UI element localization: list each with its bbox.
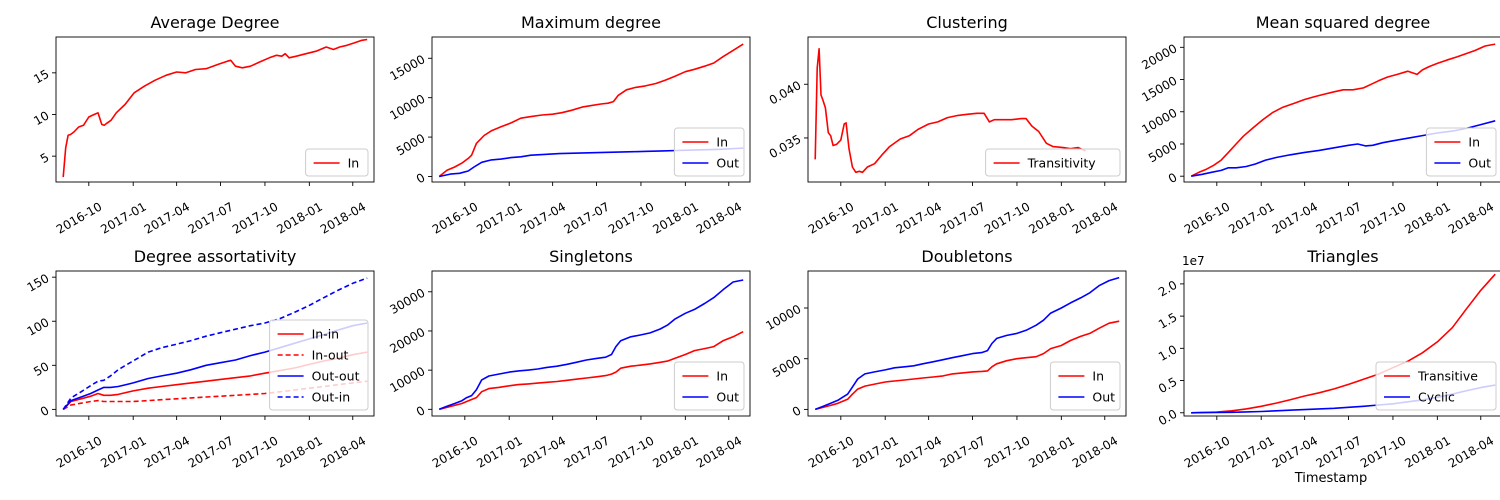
y-tick-label: 10 — [31, 108, 51, 128]
legend-label: Out-out — [312, 369, 360, 384]
series-line-out — [438, 279, 744, 411]
axes-frame — [55, 36, 375, 183]
chart-title: Singletons — [549, 247, 633, 266]
series-line-in — [438, 43, 744, 178]
legend-label: In — [716, 135, 728, 150]
axes-frame — [55, 270, 375, 417]
figure-xlabel: Timestamp — [1294, 471, 1368, 486]
plot-area — [438, 279, 744, 411]
plot-area — [62, 38, 368, 178]
axes-frame — [1183, 36, 1500, 183]
series-line-in — [62, 38, 368, 178]
legend-box — [269, 319, 369, 411]
series-line-out — [814, 276, 1120, 411]
axes-frame — [807, 270, 1127, 417]
legend-label: In — [1092, 369, 1104, 384]
legend: In Out — [673, 361, 745, 411]
legend: In Out — [1425, 127, 1497, 177]
series-line-out-in — [62, 277, 368, 410]
plot-area — [814, 47, 1086, 174]
legend-label: In-out — [312, 348, 349, 363]
series-line-transitive — [1191, 273, 1496, 414]
legend: Transitivity — [985, 148, 1121, 177]
axes-frame — [807, 36, 1127, 183]
legend-label: In — [348, 156, 360, 171]
legend-label: Cyclic — [1418, 390, 1455, 405]
legend-label: Out-in — [312, 390, 351, 405]
legend-box — [673, 127, 745, 177]
chart-title: Triangles — [1306, 247, 1378, 266]
y-multiplier-label: 1e7 — [1182, 254, 1205, 268]
legend-box — [1375, 361, 1497, 411]
legend-label: Out — [1092, 390, 1115, 405]
legend-box — [1425, 127, 1497, 177]
legend-label: In-in — [312, 327, 340, 342]
legend-label: Out — [716, 390, 739, 405]
chart-title: Average Degree — [150, 13, 279, 32]
plot-area — [814, 276, 1120, 411]
axes-frame — [431, 36, 751, 183]
legend-label: Transitive — [1417, 369, 1478, 384]
legend-box — [985, 148, 1121, 177]
series-line-in — [439, 330, 744, 411]
chart-title: Clustering — [926, 13, 1008, 32]
legend: In Out — [1049, 361, 1121, 411]
axes-frame — [431, 270, 751, 417]
chart-title: Doubletons — [921, 247, 1012, 266]
chart-title: Mean squared degree — [1256, 13, 1431, 32]
series-line-in — [1190, 43, 1496, 177]
legend-box — [673, 361, 745, 411]
y-tick-label: 50 — [31, 359, 51, 379]
legend-box — [1049, 361, 1121, 411]
legend: Transitive Cyclic — [1375, 361, 1497, 411]
legend-label: In — [716, 369, 728, 384]
legend-label: Transitivity — [1027, 156, 1097, 171]
legend: In Out — [673, 127, 745, 177]
legend-label: In — [1468, 135, 1480, 150]
legend-label: Out — [716, 156, 739, 171]
legend: In-in In-out Out-out Out-in — [269, 319, 369, 411]
chart-title: Degree assortativity — [134, 247, 297, 266]
chart-title: Maximum degree — [521, 13, 661, 32]
legend: In — [305, 148, 369, 177]
legend-label: Out — [1468, 156, 1491, 171]
series-line-in — [815, 320, 1120, 411]
axes-frame — [1183, 270, 1500, 417]
y-tick-label: 15 — [31, 67, 51, 87]
series-line-transitivity — [814, 47, 1086, 174]
